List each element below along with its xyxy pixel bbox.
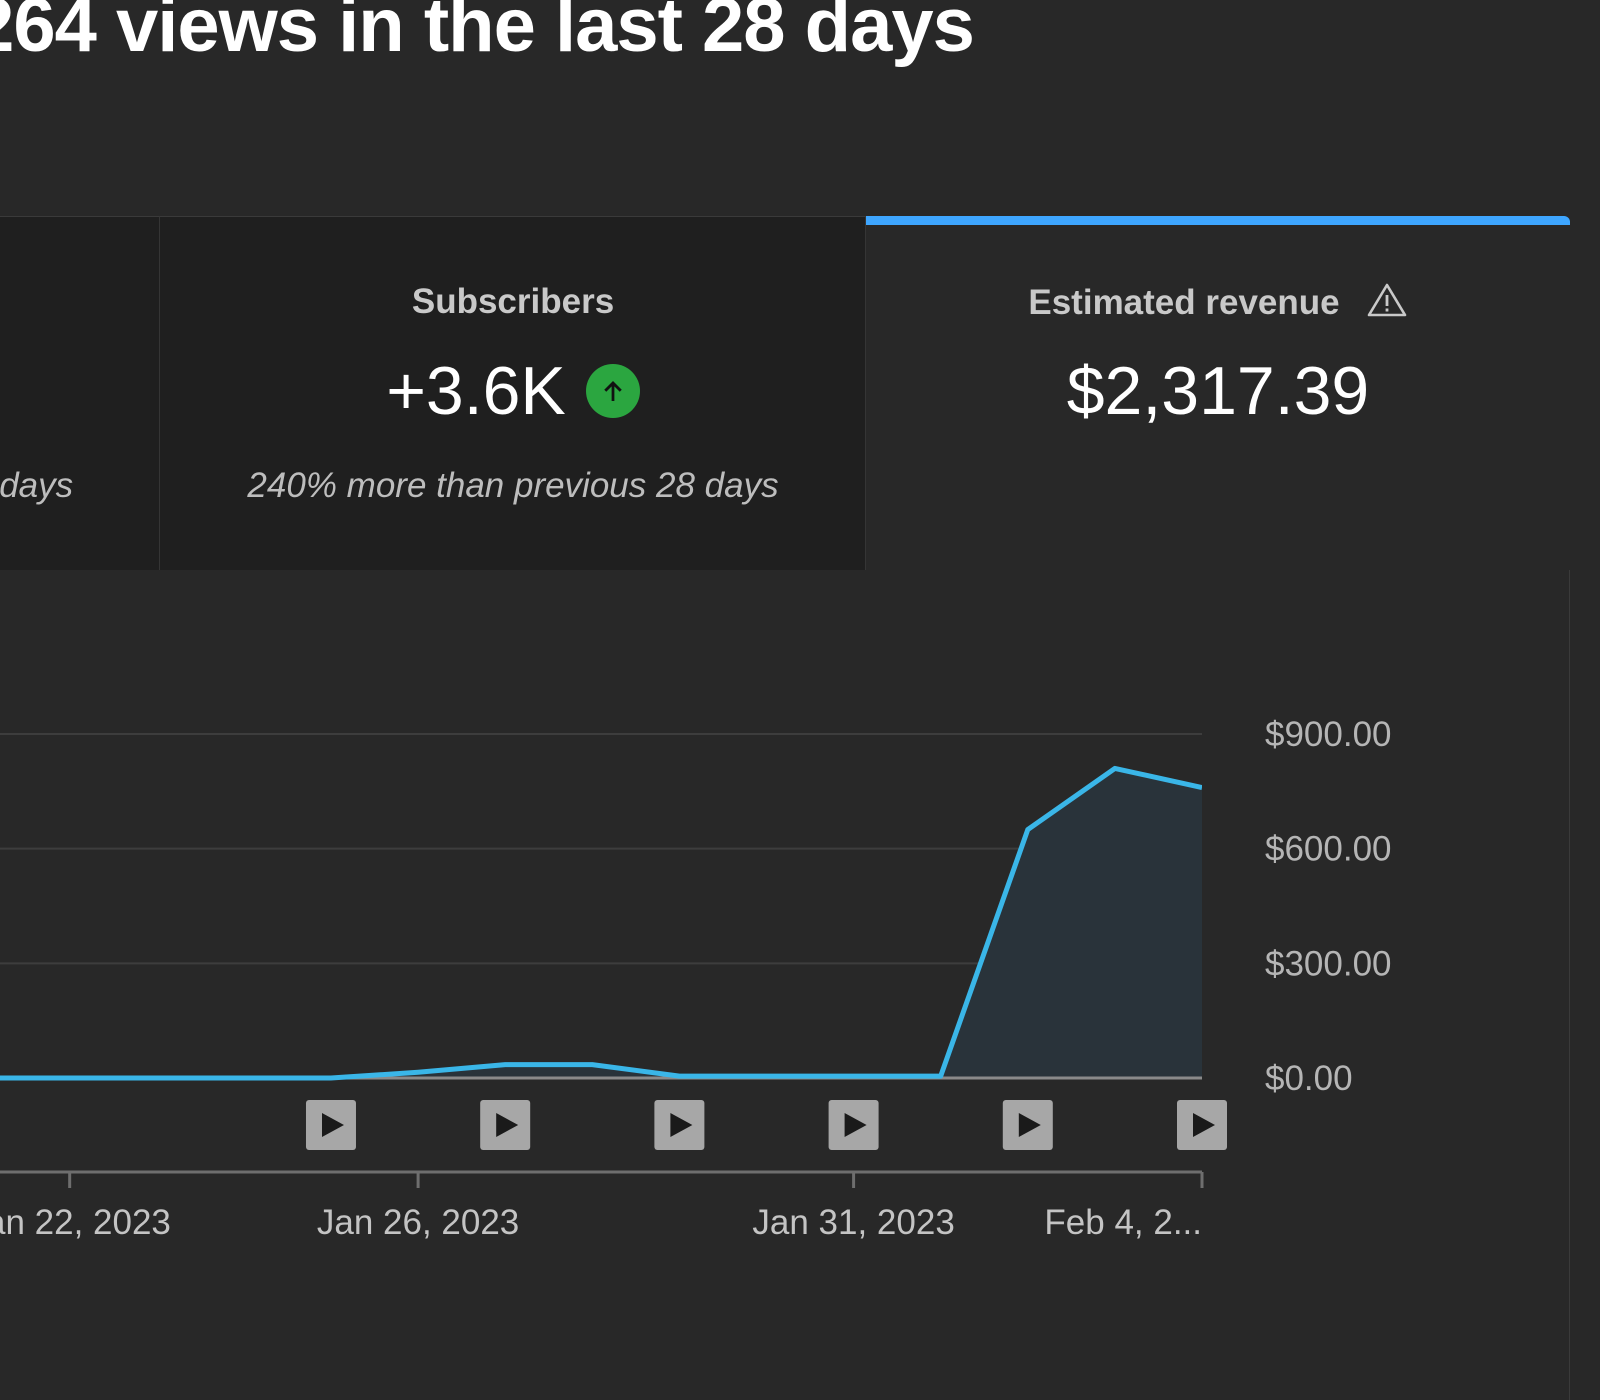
subscribers-comparison-note: 240% more than previous 28 days [247, 466, 779, 505]
video-marker-icon[interactable] [1002, 1100, 1053, 1150]
arrow-up-icon [585, 364, 640, 418]
y-tick-label: $900.00 [1265, 715, 1392, 754]
views-comparison-note: 8 days [0, 466, 74, 505]
active-tab-indicator [866, 216, 1570, 225]
x-tick-label: Jan 31, 2023 [752, 1203, 954, 1242]
series-line [0, 765, 1202, 1081]
series-area [0, 768, 1202, 1078]
tab-subscribers[interactable] [160, 216, 866, 570]
video-marker-icon[interactable] [828, 1100, 879, 1150]
video-marker-icon[interactable] [305, 1100, 356, 1150]
revenue-label-row: Estimated revenue [866, 282, 1570, 323]
y-tick-label: $600.00 [1265, 830, 1392, 869]
tab-views[interactable] [0, 216, 160, 570]
y-tick-label: $300.00 [1265, 944, 1392, 983]
x-tick-label: Jan 26, 2023 [317, 1203, 519, 1242]
revenue-value: $2,317.39 [1066, 353, 1370, 429]
tab-estimated-revenue[interactable] [866, 216, 1570, 570]
page-title: ,264 views in the last 28 days [0, 0, 975, 68]
subscribers-label: Subscribers [411, 282, 615, 321]
x-tick-label: Jan 22, 2023 [0, 1203, 171, 1242]
warning-triangle-icon[interactable] [1366, 282, 1408, 323]
video-marker-icon[interactable] [480, 1100, 531, 1150]
revenue-chart: $0.00 $300.00 $600.00 $900.00 Jan 22, 2023 Ja… [0, 715, 1392, 1242]
video-marker-icon[interactable] [654, 1100, 705, 1150]
subscribers-value-row: +3.6K [160, 352, 866, 430]
revenue-label: Estimated revenue [1028, 282, 1340, 322]
video-marker-icon[interactable] [1177, 1100, 1227, 1150]
y-tick-label: $0.00 [1265, 1059, 1353, 1098]
subscribers-value: +3.6K [386, 353, 566, 429]
x-tick-label: Feb 4, 2... [1044, 1203, 1202, 1242]
